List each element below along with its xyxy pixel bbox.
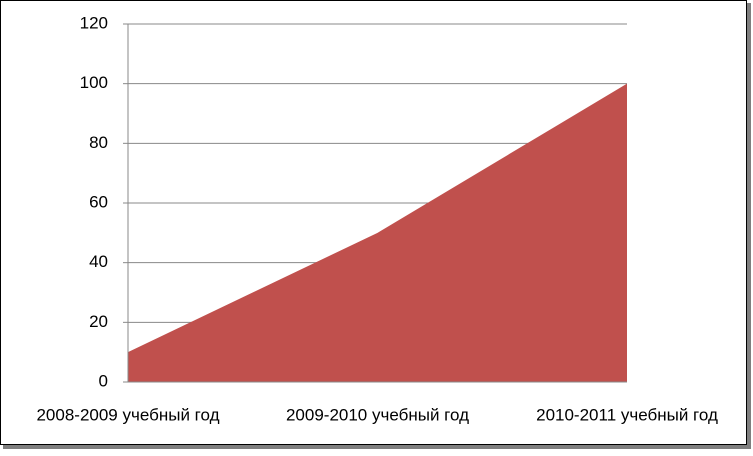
x-tick-label: 2010-2011 учебный год: [536, 405, 718, 424]
y-tick-label: 100: [80, 73, 108, 92]
y-tick-label: 60: [89, 192, 108, 211]
area: [128, 83, 627, 383]
y-tick-label: 40: [89, 252, 108, 271]
y-tick-label: 20: [89, 312, 108, 331]
y-tick-label: 120: [80, 13, 108, 32]
x-tick-label: 2008-2009 учебный год: [36, 405, 219, 424]
y-tick-label: 0: [99, 371, 108, 390]
y-tick-label: 80: [89, 133, 108, 152]
x-tick-label: 2009-2010 учебный год: [286, 405, 469, 424]
